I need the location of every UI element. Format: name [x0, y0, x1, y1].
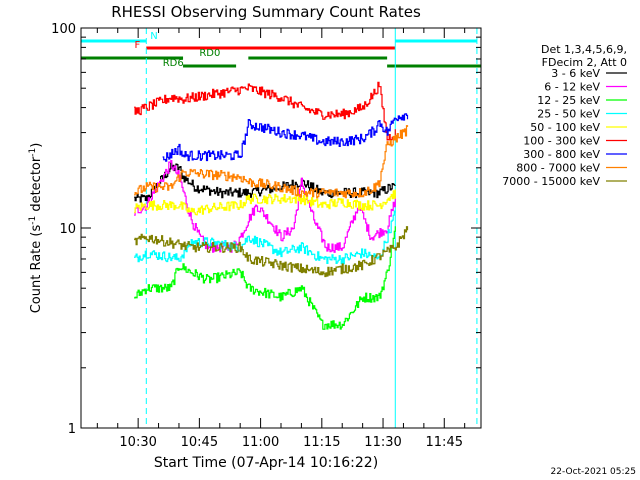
- y-axis-label-start: Count Rate (s: [29, 225, 44, 314]
- series-line-7: [134, 125, 409, 199]
- y-axis-label-sup2: -1: [28, 148, 38, 157]
- y-axis-label-sup1: -1: [28, 216, 38, 225]
- series-line-6: [162, 113, 409, 162]
- y-tick-label: 1: [68, 422, 76, 437]
- x-tick-label: 11:15: [303, 435, 340, 450]
- flag-label-f: F: [135, 40, 141, 51]
- y-axis-label: Count Rate (s-1 detector-1): [28, 143, 44, 314]
- series-line-2: [134, 226, 396, 330]
- legend-label: 6 - 12 keV: [544, 81, 600, 94]
- series-lines: [134, 81, 409, 330]
- y-tick-label: 100: [51, 22, 76, 37]
- x-tick-label: 10:30: [119, 435, 156, 450]
- spacecraft-flags: NF RD0 RD6: [81, 28, 481, 428]
- legend-label: 100 - 300 keV: [523, 135, 600, 148]
- y-axis-label-end: ): [29, 143, 44, 148]
- legend-label: 3 - 6 keV: [551, 67, 600, 80]
- legend-label: 50 - 100 keV: [530, 121, 600, 134]
- x-tick-label: 11:30: [364, 435, 401, 450]
- series-line-4: [134, 189, 396, 216]
- timestamp: 22-Oct-2021 05:25: [551, 467, 636, 477]
- legend-header-line1: Det 1,3,4,5,6,9,: [541, 43, 627, 56]
- flag-label-rd0: RD0: [199, 48, 220, 59]
- legend-label: 25 - 50 keV: [537, 108, 600, 121]
- series-line-8: [134, 226, 409, 278]
- series-line-5: [134, 81, 396, 141]
- y-tick-label: 10: [59, 222, 76, 237]
- plot-axes: 1 10 100 10:30 10:45 11:00 11:15 11:30 11:45: [51, 22, 482, 450]
- x-axis-label: Start Time (07-Apr-14 10:16:22): [154, 455, 378, 471]
- series-line-3: [134, 210, 396, 265]
- series-line-1: [134, 160, 396, 253]
- legend-label: 12 - 25 keV: [537, 94, 600, 107]
- y-axis-label-mid: detector: [29, 156, 44, 216]
- x-tick-label: 10:45: [181, 435, 218, 450]
- legend-label: 800 - 7000 keV: [516, 162, 600, 175]
- legend-header-line2: FDecim 2, Att 0: [542, 56, 627, 69]
- legend-label: 7000 - 15000 keV: [502, 175, 600, 188]
- x-tick-label: 11:45: [426, 435, 463, 450]
- plot-frame: [80, 27, 482, 429]
- chart-title: RHESSI Observing Summary Count Rates: [111, 3, 421, 21]
- legend-label: 300 - 800 keV: [523, 148, 600, 161]
- x-tick-label: 11:00: [242, 435, 279, 450]
- flag-label-rd6: RD6: [163, 58, 184, 69]
- flag-label-n: N: [150, 31, 157, 42]
